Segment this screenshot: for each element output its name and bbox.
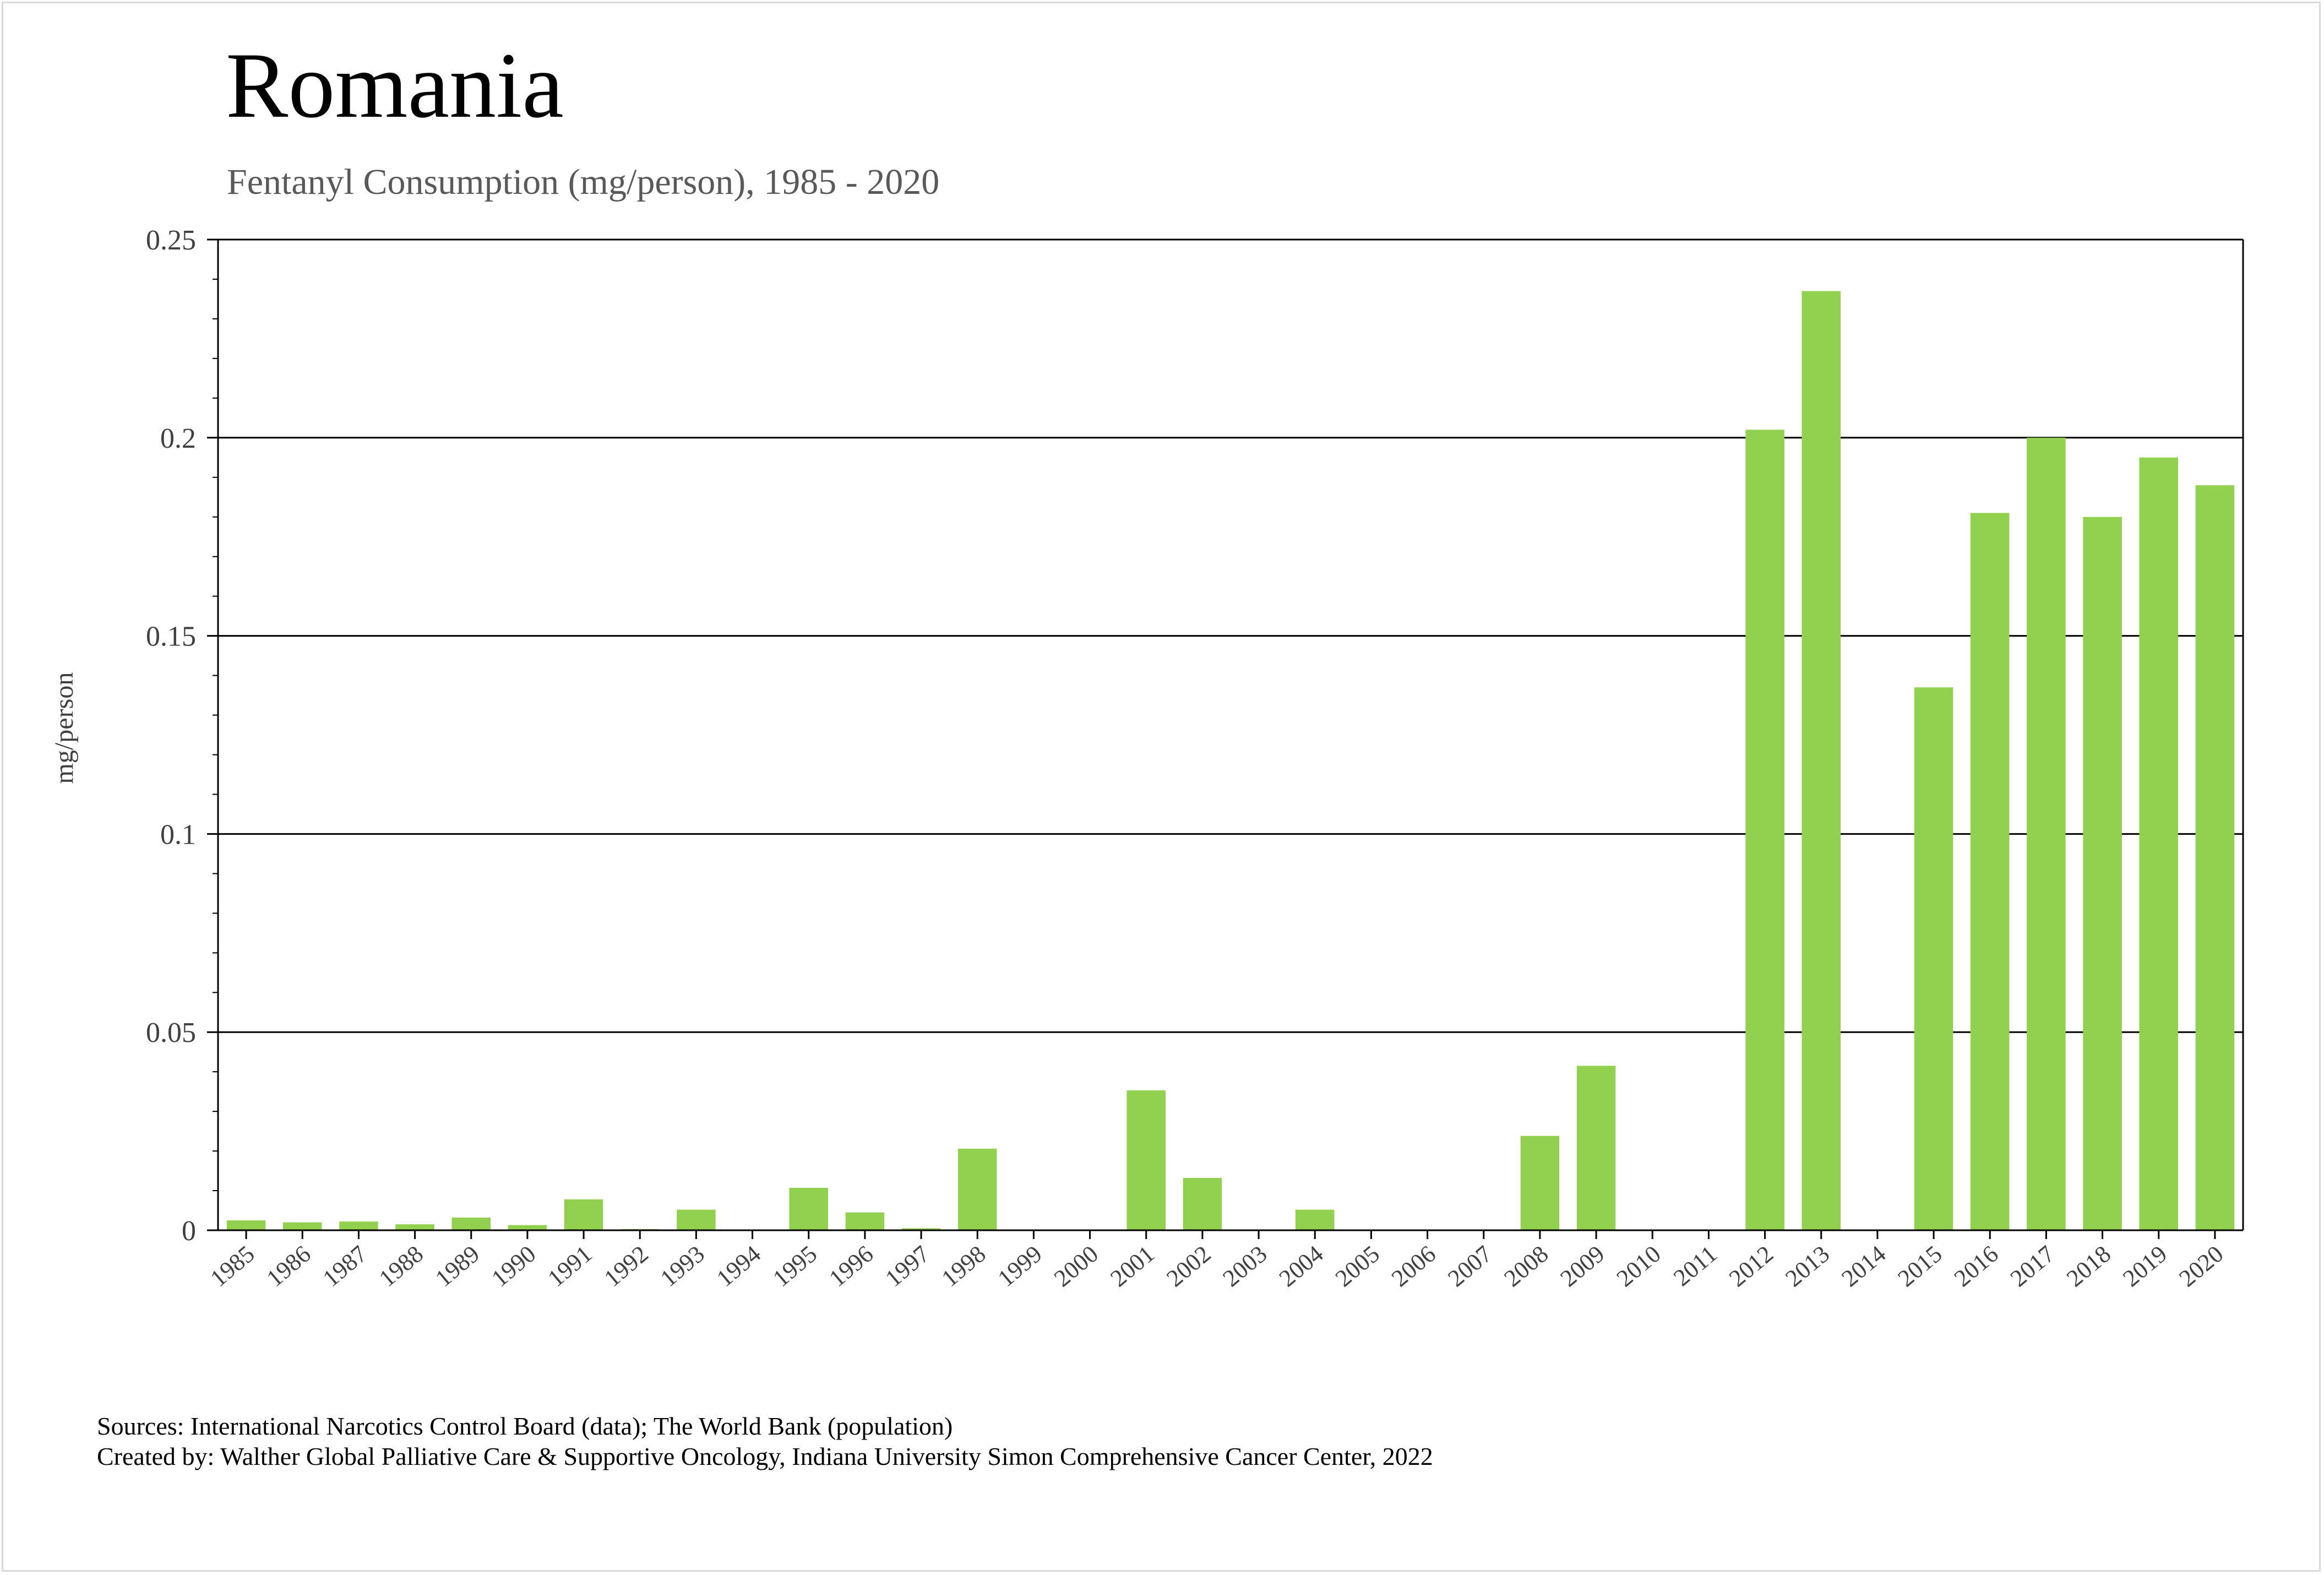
y-tick-label: 0.25 xyxy=(146,225,196,256)
x-tick-label: 1998 xyxy=(937,1240,991,1292)
x-tick-label: 2020 xyxy=(2174,1240,2228,1292)
bar-2004 xyxy=(1296,1209,1335,1230)
x-tick-label: 1985 xyxy=(205,1240,260,1292)
x-tick-label: 2018 xyxy=(2061,1240,2116,1292)
x-tick-label: 2014 xyxy=(1836,1240,1891,1292)
footer: Sources: International Narcotics Control… xyxy=(97,1411,1433,1471)
bar-2018 xyxy=(2083,517,2122,1230)
y-tick-label: 0.15 xyxy=(146,621,196,653)
bar-2001 xyxy=(1126,1090,1166,1230)
y-tick-label: 0 xyxy=(182,1215,196,1247)
sources-note: Sources: International Narcotics Control… xyxy=(97,1412,953,1440)
bar-2012 xyxy=(1745,430,1784,1231)
bar-2015 xyxy=(1914,687,1953,1230)
bar-2016 xyxy=(1971,513,2010,1231)
bar-2017 xyxy=(2027,437,2066,1230)
bar-1997 xyxy=(901,1228,941,1230)
x-tick-label: 1990 xyxy=(486,1240,541,1292)
gridlines xyxy=(218,238,2243,1231)
x-tick-label: 2012 xyxy=(1724,1240,1778,1292)
bar-2020 xyxy=(2195,485,2235,1230)
x-tick-label: 2008 xyxy=(1499,1240,1553,1292)
chart-title: Romania xyxy=(226,34,564,137)
axes xyxy=(217,240,2243,1231)
y-axis-ticks: 0 0.05 0.1 0.15 0.2 0.25 xyxy=(146,225,218,1247)
x-tick-label: 1993 xyxy=(655,1240,710,1292)
x-tick-label: 2009 xyxy=(1555,1240,1610,1292)
x-tick-label: 2013 xyxy=(1780,1240,1835,1292)
x-tick-label: 2004 xyxy=(1274,1240,1329,1292)
bar-1987 xyxy=(339,1221,378,1230)
bar-1986 xyxy=(283,1222,322,1230)
bar-1989 xyxy=(451,1217,491,1230)
x-tick-label: 2006 xyxy=(1386,1240,1441,1292)
bar-1985 xyxy=(226,1220,266,1230)
x-tick-label: 1996 xyxy=(824,1240,878,1292)
bar-1996 xyxy=(845,1212,885,1230)
x-tick-label: 2011 xyxy=(1668,1240,1722,1291)
x-tick-label: 2001 xyxy=(1105,1240,1160,1292)
y-tick-label: 0.2 xyxy=(160,423,196,454)
x-tick-label: 2017 xyxy=(2005,1240,2060,1292)
x-tick-label: 1986 xyxy=(262,1240,316,1292)
x-tick-label: 2005 xyxy=(1330,1240,1385,1292)
x-tick-label: 2007 xyxy=(1443,1240,1497,1292)
bar-2009 xyxy=(1576,1066,1616,1230)
x-tick-label: 1999 xyxy=(993,1240,1047,1292)
chart-subtitle: Fentanyl Consumption (mg/person), 1985 -… xyxy=(227,162,940,202)
x-tick-label: 2000 xyxy=(1049,1240,1103,1292)
bar-2019 xyxy=(2139,457,2178,1230)
x-tick-label: 1992 xyxy=(599,1240,654,1292)
y-tick-label: 0.1 xyxy=(160,819,196,850)
bar-2008 xyxy=(1520,1136,1560,1230)
x-tick-label: 1987 xyxy=(318,1240,372,1292)
x-tick-label: 1989 xyxy=(430,1240,485,1292)
x-tick-label: 2015 xyxy=(1893,1240,1947,1292)
y-axis-label: mg/person xyxy=(50,672,79,784)
bar-1998 xyxy=(958,1148,997,1230)
x-tick-label: 1994 xyxy=(711,1240,766,1292)
bars xyxy=(226,291,2235,1231)
bar-1991 xyxy=(564,1199,603,1230)
x-tick-label: 1995 xyxy=(768,1240,822,1292)
x-tick-label: 2016 xyxy=(1949,1240,2004,1292)
bar-1990 xyxy=(508,1225,547,1230)
x-tick-label: 1988 xyxy=(374,1240,428,1292)
bar-1995 xyxy=(789,1188,828,1230)
y-tick-label: 0.05 xyxy=(146,1017,196,1049)
x-tick-label: 2003 xyxy=(1218,1240,1272,1292)
bar-2002 xyxy=(1183,1178,1222,1230)
bar-1993 xyxy=(677,1209,716,1230)
x-tick-label: 2019 xyxy=(2118,1240,2172,1292)
x-tick-label: 2010 xyxy=(1612,1240,1666,1292)
x-axis-ticks: 1985 1986 1987 1988 1989 1990 1991 1992 1993 1994… xyxy=(205,1230,2228,1292)
bar-1988 xyxy=(395,1224,434,1230)
x-tick-label: 1997 xyxy=(880,1240,935,1292)
x-tick-label: 1991 xyxy=(543,1240,597,1292)
credits-note: Created by: Walther Global Palliative Ca… xyxy=(97,1442,1433,1471)
bar-2013 xyxy=(1801,291,1841,1230)
x-tick-label: 2002 xyxy=(1161,1240,1216,1292)
